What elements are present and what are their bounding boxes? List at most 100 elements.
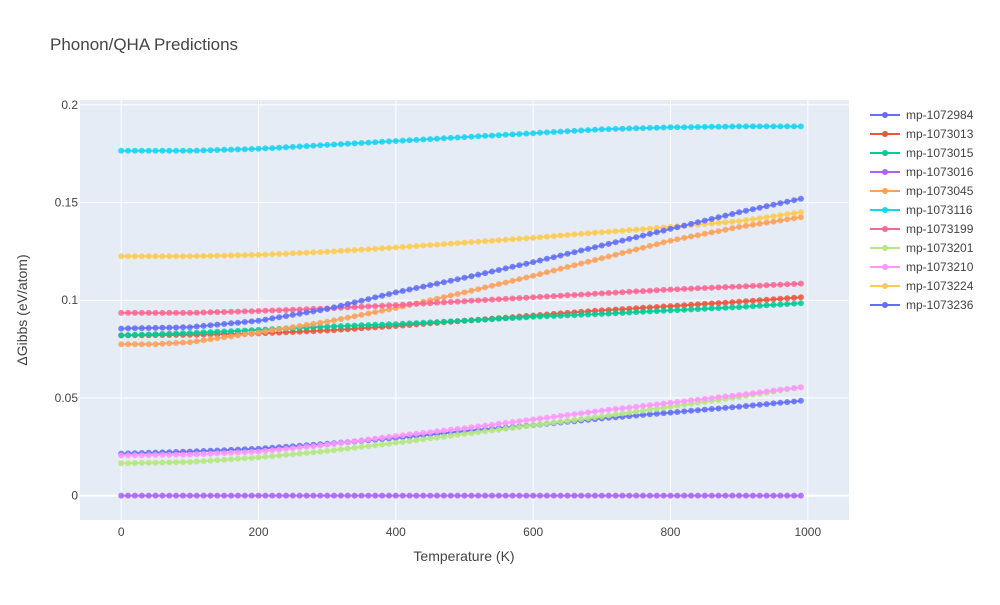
series-line (121, 386, 802, 465)
data-point (797, 195, 804, 202)
data-point (166, 340, 173, 347)
data-point (331, 323, 337, 330)
data-point (420, 300, 427, 307)
data-point (557, 418, 564, 425)
data-point (770, 213, 777, 220)
data-point (392, 439, 399, 446)
data-point (186, 459, 193, 465)
data-point (427, 492, 434, 499)
data-point (447, 277, 454, 284)
data-point (749, 492, 756, 499)
data-point (482, 316, 489, 323)
data-point (138, 253, 145, 260)
data-point (543, 420, 550, 427)
data-point (125, 147, 132, 154)
data-point (543, 492, 550, 499)
data-point (358, 246, 365, 253)
data-point (152, 452, 159, 458)
data-point (646, 230, 653, 237)
data-point (708, 284, 715, 291)
data-point (434, 299, 440, 306)
data-point (598, 242, 605, 249)
data-point (770, 387, 777, 394)
data-point (736, 224, 743, 230)
data-point (543, 414, 550, 421)
data-point (667, 492, 674, 499)
data-point (440, 135, 447, 142)
data-point (770, 301, 777, 308)
data-point (797, 280, 804, 287)
data-point (413, 320, 420, 327)
data-point (276, 307, 283, 314)
data-point (468, 492, 475, 499)
data-point (331, 248, 337, 255)
data-point (214, 252, 221, 259)
data-point (221, 456, 228, 463)
data-point (681, 492, 688, 499)
data-point (166, 309, 173, 316)
data-point (598, 407, 605, 414)
data-point (598, 229, 605, 236)
data-point (214, 335, 221, 342)
data-point (564, 250, 571, 257)
data-point (234, 455, 241, 462)
data-point (585, 311, 592, 318)
data-point (530, 492, 537, 499)
data-point (386, 433, 392, 440)
data-point (729, 299, 736, 306)
data-point (434, 295, 440, 302)
data-point (763, 401, 770, 408)
data-point (324, 448, 331, 454)
data-point (296, 306, 303, 313)
data-point (557, 492, 564, 499)
data-point (523, 274, 530, 281)
data-point (722, 219, 729, 226)
data-point (681, 222, 688, 229)
legend-marker (882, 264, 888, 270)
data-point (756, 282, 763, 289)
data-point (640, 308, 646, 315)
data-point (646, 242, 653, 249)
data-point (262, 316, 269, 323)
data-point (736, 123, 743, 130)
data-point (482, 297, 489, 303)
data-point (406, 438, 413, 445)
data-point (214, 309, 221, 316)
data-point (461, 298, 468, 305)
data-point (173, 324, 180, 331)
data-point (283, 445, 289, 452)
data-point (379, 492, 386, 499)
data-point (303, 443, 310, 450)
data-point (461, 425, 468, 432)
data-point (214, 321, 221, 328)
data-point (434, 280, 440, 287)
data-point (427, 435, 434, 442)
data-point (646, 406, 653, 413)
data-point (262, 492, 269, 499)
data-point (530, 272, 537, 279)
data-point (365, 303, 372, 310)
data-point (406, 137, 413, 144)
data-point (749, 297, 756, 304)
data-point (722, 492, 729, 499)
legend-marker (882, 207, 888, 213)
data-point (571, 127, 578, 134)
data-point (337, 323, 344, 330)
data-point (228, 449, 235, 456)
data-point (145, 253, 152, 260)
legend-marker (882, 188, 888, 194)
data-point (749, 123, 756, 130)
data-point (653, 410, 660, 417)
data-point (221, 252, 228, 259)
data-point (276, 144, 283, 151)
data-point (756, 204, 763, 211)
data-point (131, 309, 138, 316)
data-point (372, 309, 379, 316)
data-point (331, 440, 337, 447)
data-point (118, 309, 125, 316)
data-point (324, 441, 331, 448)
data-point (214, 328, 221, 335)
data-point (351, 304, 358, 311)
data-point (193, 147, 200, 154)
data-point (399, 244, 406, 250)
